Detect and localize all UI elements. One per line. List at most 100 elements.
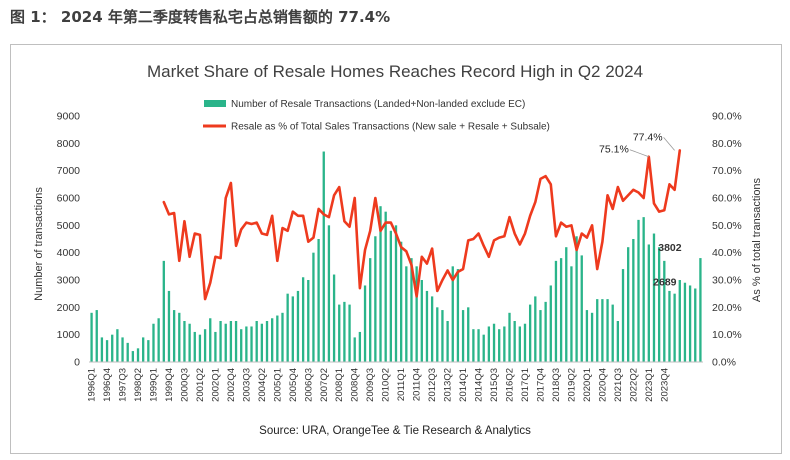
x-tick-label: 2023Q4 <box>659 368 670 402</box>
x-tick-label: 1999Q4 <box>164 368 175 402</box>
bar <box>271 318 274 362</box>
bar <box>343 301 346 362</box>
bar <box>410 258 413 362</box>
bar <box>585 310 589 362</box>
x-tick-label: 2008Q4 <box>350 368 361 402</box>
bar <box>446 321 449 362</box>
line-series <box>162 149 682 301</box>
x-tick-label: 2020Q1 <box>582 368 593 402</box>
bar <box>188 323 191 362</box>
y-tick-label: 7000 <box>57 165 81 177</box>
x-tick-label: 1997Q3 <box>118 368 129 402</box>
bar <box>652 233 656 362</box>
x-tick-label: 2008Q1 <box>334 368 345 402</box>
x-tick-label: 2012Q3 <box>427 368 438 402</box>
x-tick-label: 2003Q3 <box>241 368 252 402</box>
bar <box>131 351 135 362</box>
bar <box>255 321 258 362</box>
bar <box>673 293 676 362</box>
bar <box>369 258 372 362</box>
bar <box>214 331 217 362</box>
bar <box>596 299 599 362</box>
bar <box>451 266 454 362</box>
bar <box>436 307 439 362</box>
y2-tick-label: 40.0% <box>712 247 742 259</box>
figure-caption: 图 1： 2024 年第二季度转售私宅占总销售额的 77.4% <box>10 8 391 26</box>
bars-series <box>90 151 702 362</box>
y-tick-label: 1000 <box>57 329 81 341</box>
bar <box>683 282 687 362</box>
bar <box>389 230 392 362</box>
chart-title: Market Share of Resale Homes Reaches Rec… <box>146 62 644 81</box>
bar <box>126 342 129 362</box>
y2-tick-label: 10.0% <box>712 329 742 341</box>
x-tick-label: 2002Q4 <box>226 368 237 402</box>
x-tick-label: 2010Q2 <box>381 368 392 402</box>
y-tick-label: 2000 <box>57 302 81 314</box>
bar <box>327 225 331 362</box>
bar <box>616 321 620 362</box>
x-tick-label: 1999Q1 <box>149 368 160 402</box>
legend-bar-label: Number of Resale Transactions (Landed+No… <box>231 99 525 110</box>
bar <box>456 269 460 362</box>
bar <box>90 312 93 362</box>
x-tick-label: 2014Q4 <box>474 368 485 402</box>
bar <box>477 329 480 362</box>
bar <box>467 307 470 362</box>
bar <box>162 260 165 362</box>
y2-tick-label: 0.0% <box>712 357 736 369</box>
bar <box>549 285 552 362</box>
bar <box>611 304 614 362</box>
bar <box>317 239 320 362</box>
bar <box>332 274 336 362</box>
bar <box>503 326 506 362</box>
bar <box>539 310 542 362</box>
bar <box>105 340 109 362</box>
y2-tick-label: 30.0% <box>712 275 742 287</box>
bar <box>565 247 568 362</box>
bar <box>508 312 511 362</box>
bar <box>183 321 186 362</box>
bar <box>554 260 558 362</box>
bar <box>142 337 145 362</box>
bar <box>441 310 444 362</box>
y-tick-label: 3000 <box>57 275 81 287</box>
x-tick-label: 2002Q1 <box>210 368 221 402</box>
x-tick-label: 2006Q3 <box>303 368 314 402</box>
bar <box>281 312 284 362</box>
bar <box>322 151 325 362</box>
bar <box>224 323 227 362</box>
bar <box>338 304 341 362</box>
bar <box>570 266 573 362</box>
bar <box>498 329 501 362</box>
bar <box>234 321 238 362</box>
bar <box>606 299 609 362</box>
bar <box>575 236 578 362</box>
bar <box>430 296 434 362</box>
bar <box>240 329 243 362</box>
y2-tick-label: 50.0% <box>712 220 742 232</box>
x-tick-label: 2020Q4 <box>597 368 608 402</box>
bar <box>307 280 310 362</box>
bar <box>518 326 521 362</box>
bar <box>167 290 171 362</box>
x-tick-label: 2015Q3 <box>489 368 500 402</box>
bar <box>193 331 196 362</box>
axes: 0 1000 2000 3000 4000 5000 6000 7000 8000 9000 0.0… <box>57 111 742 402</box>
x-tick-label: 2022Q2 <box>628 368 639 402</box>
bar <box>121 337 124 362</box>
bar <box>425 290 429 362</box>
bar <box>482 334 485 362</box>
bar <box>559 258 563 362</box>
bar <box>348 304 351 362</box>
y-tick-label: 0 <box>74 357 80 369</box>
bar <box>580 255 583 362</box>
y2-tick-label: 70.0% <box>712 165 742 177</box>
chart-source: Source: URA, OrangeTee & Tie Research & … <box>259 425 531 437</box>
x-tick-label: 2011Q4 <box>412 368 423 401</box>
bar <box>400 241 403 362</box>
x-tick-label: 2021Q3 <box>613 368 624 402</box>
bar <box>621 269 625 362</box>
bar <box>384 211 387 362</box>
x-tick-label: 2005Q4 <box>288 368 299 402</box>
